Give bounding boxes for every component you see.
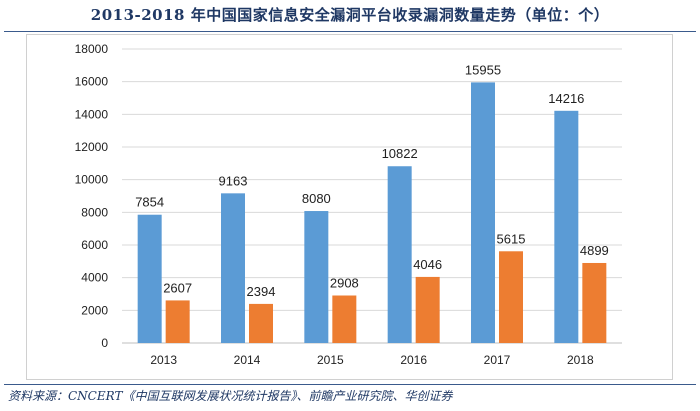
data-label: 7854 (135, 195, 164, 210)
data-label: 10822 (382, 146, 418, 161)
x-tick-label: 2017 (484, 353, 511, 367)
bar-series-1-2017 (471, 82, 495, 343)
bar-series-1-2018 (554, 110, 579, 344)
bottom-rule (4, 384, 696, 385)
y-tick-label: 0 (101, 336, 108, 350)
x-tick-label: 2018 (567, 353, 594, 367)
x-tick-label: 2015 (317, 353, 344, 367)
data-label: 14216 (548, 91, 584, 106)
data-labels: 7854 2607 9163 2394 8080 2908 10822 4046 15955 56… (135, 62, 609, 298)
chart-title: 2013-2018 年中国国家信息安全漏洞平台收录漏洞数量走势（单位：个） (90, 6, 610, 24)
top-rule (4, 31, 696, 32)
data-label: 8080 (302, 191, 331, 206)
bar-series-1-2013 (137, 214, 162, 343)
y-tick-label: 10000 (75, 173, 109, 187)
y-tick-label: 8000 (81, 205, 108, 219)
y-tick-label: 18000 (75, 42, 109, 56)
x-tick-label: 2016 (400, 353, 427, 367)
y-tick-label: 14000 (75, 107, 109, 121)
data-label: 2607 (163, 280, 192, 295)
x-tick-label: 2013 (150, 353, 177, 367)
y-tick-label: 16000 (75, 75, 109, 89)
y-tick-label: 6000 (81, 238, 108, 252)
data-label: 4046 (413, 257, 442, 272)
x-tick-label: 2014 (234, 353, 261, 367)
y-tick-label: 12000 (75, 140, 109, 154)
gridlines (122, 48, 622, 344)
bar-series-2-2018 (582, 262, 607, 343)
data-label: 4899 (580, 243, 609, 258)
data-label: 2908 (330, 276, 359, 291)
x-axis-ticks: 2013 2014 2015 2016 2017 2018 (150, 353, 594, 367)
bar-series-2-2014 (249, 303, 273, 343)
chart-frame (26, 34, 673, 380)
bar-series-1-2014 (221, 193, 245, 343)
bars (137, 82, 607, 344)
source-note: 资料来源：CNCERT《中国互联网发展状况统计报告》、前瞻产业研究院、华创证券 (8, 389, 453, 403)
y-tick-label: 2000 (81, 303, 108, 317)
data-label: 15955 (465, 62, 501, 77)
data-label: 2394 (247, 284, 276, 299)
y-tick-label: 4000 (81, 271, 108, 285)
bar-series-1-2015 (304, 211, 329, 343)
bar-series-1-2016 (387, 166, 412, 343)
data-label: 5615 (497, 231, 526, 246)
data-label: 9163 (219, 173, 248, 188)
bar-series-2-2013 (165, 300, 190, 343)
bar-series-2-2017 (499, 251, 523, 343)
bar-series-2-2016 (415, 276, 440, 343)
y-axis-ticks: 0 2000 4000 6000 8000 10000 12000 14000 16000 180… (75, 42, 109, 350)
bar-series-2-2015 (332, 295, 357, 343)
